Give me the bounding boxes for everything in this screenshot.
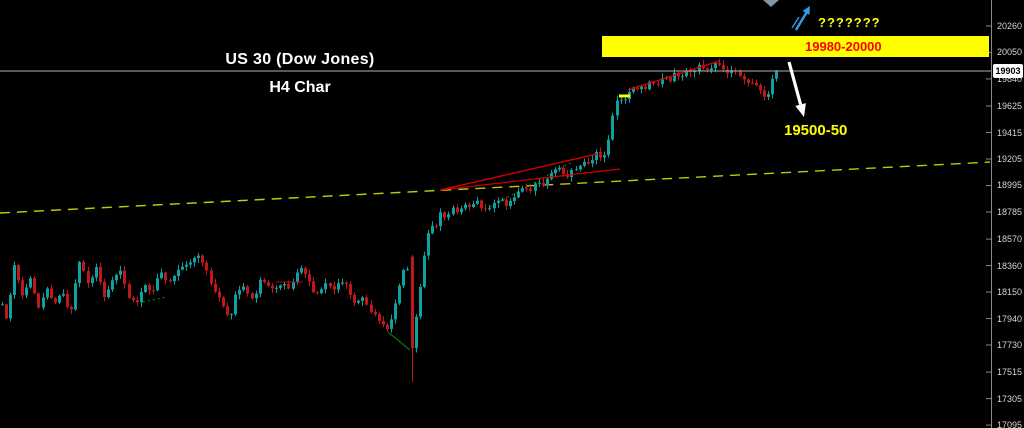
green-dotted-mid[interactable] (489, 161, 573, 208)
red-trendline-main[interactable] (439, 153, 598, 191)
support-target-label[interactable]: 19500-50 (784, 122, 848, 139)
axis-price-label: 20260 (997, 20, 1023, 31)
axis-price-label: 18360 (997, 260, 1023, 271)
axis-price-label: 17095 (997, 420, 1023, 428)
axis-price-label: 19840 (997, 73, 1023, 84)
red-trendline-upper[interactable] (627, 60, 720, 91)
green-connector[interactable] (387, 331, 411, 351)
axis-price-label: 18150 (997, 287, 1023, 298)
white-arrowhead-icon (795, 103, 806, 117)
chart-symbol-title: US 30 (Dow Jones) (225, 51, 375, 68)
resistance-zone-box[interactable]: 19980-20000 (602, 36, 989, 57)
resistance-zone-label: 19980-20000 (805, 39, 882, 54)
axis-price-label: 17515 (997, 367, 1023, 378)
axis-price-label: 20050 (997, 47, 1023, 58)
blue-arrowhead-icon (802, 6, 810, 15)
axis-price-label: 18995 (997, 180, 1023, 191)
yellow-dashed-trendline[interactable] (0, 161, 991, 214)
question-marks-label[interactable]: ??????? (818, 15, 881, 30)
axis-price-label: 19205 (997, 154, 1023, 165)
candles (1, 58, 778, 382)
axis-price-label: 19415 (997, 127, 1023, 138)
blue-up-arrow-tail (791, 16, 800, 29)
chart-timeframe-title: H4 Char (269, 79, 331, 96)
green-dotted-left[interactable] (142, 296, 167, 303)
axis-price-label: 19625 (997, 101, 1023, 112)
white-down-arrow[interactable] (787, 61, 803, 105)
axis-price-label: 17305 (997, 393, 1023, 404)
axis-price-label: 18570 (997, 234, 1023, 245)
red-trendline-fan[interactable] (439, 168, 621, 191)
axis-price-label: 17730 (997, 340, 1023, 351)
current-price-badge: 19903 (993, 63, 1023, 78)
axis-price-label: 18785 (997, 206, 1023, 217)
autoscroll-triangle-icon[interactable] (763, 0, 779, 7)
axis-price-label: 17940 (997, 313, 1023, 324)
blue-up-arrow[interactable] (794, 9, 810, 31)
